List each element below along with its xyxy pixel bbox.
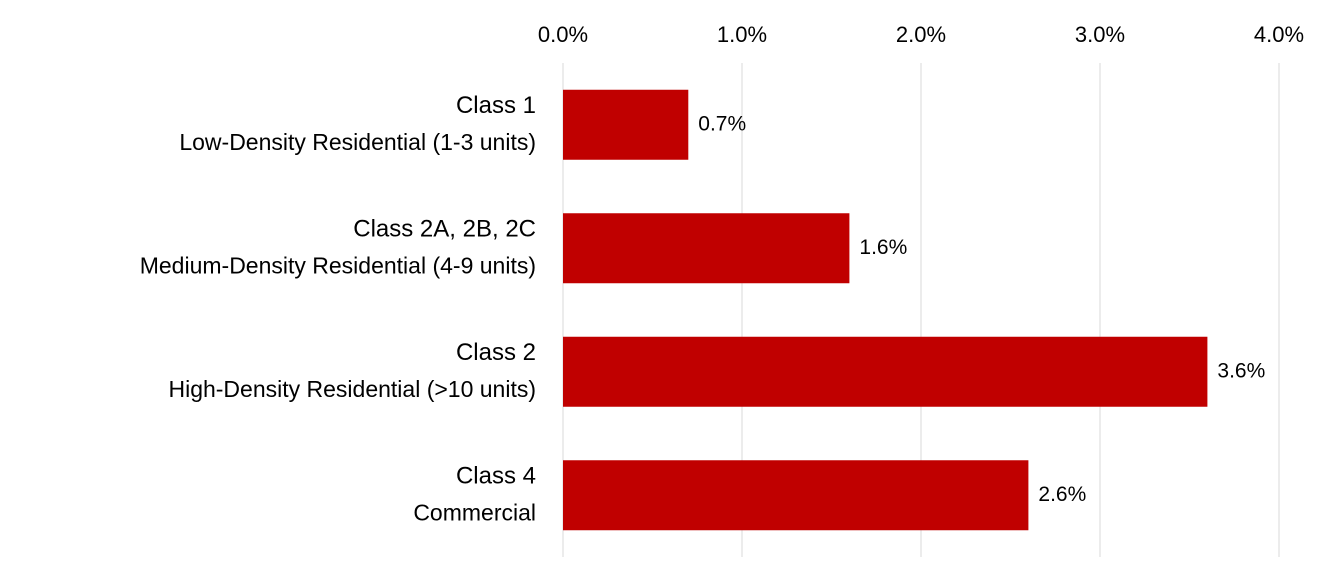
category-labels: Class 1 Low-Density Residential (1-3 unit… xyxy=(140,92,536,525)
x-axis-tick-labels: 0.0% 1.0% 2.0% 3.0% 4.0% xyxy=(538,22,1304,47)
data-label: 3.6% xyxy=(1217,359,1265,382)
category-label-line1: Class 4 xyxy=(456,463,536,490)
data-label: 0.7% xyxy=(698,112,746,135)
bar xyxy=(563,336,1208,407)
category-label-line1: Class 2A, 2B, 2C xyxy=(353,216,536,243)
bar xyxy=(563,89,689,160)
bar xyxy=(563,213,850,284)
bar xyxy=(563,460,1029,531)
bars xyxy=(563,89,1208,531)
data-label: 1.6% xyxy=(859,236,907,259)
x-tick-label: 2.0% xyxy=(896,22,946,47)
x-tick-label: 0.0% xyxy=(538,22,588,47)
x-tick-label: 1.0% xyxy=(717,22,767,47)
x-tick-label: 3.0% xyxy=(1075,22,1125,47)
category-label-line2: Commercial xyxy=(413,499,536,525)
x-tick-label: 4.0% xyxy=(1254,22,1304,47)
data-label: 2.6% xyxy=(1038,483,1086,506)
data-labels: 0.7% 1.6% 3.6% 2.6% xyxy=(698,112,1265,506)
category-label-line2: Low-Density Residential (1-3 units) xyxy=(179,129,536,155)
category-label-line2: Medium-Density Residential (4-9 units) xyxy=(140,252,536,278)
category-label-line1: Class 2 xyxy=(456,339,536,366)
category-label-line2: High-Density Residential (>10 units) xyxy=(168,376,536,402)
category-label-line1: Class 1 xyxy=(456,92,536,119)
